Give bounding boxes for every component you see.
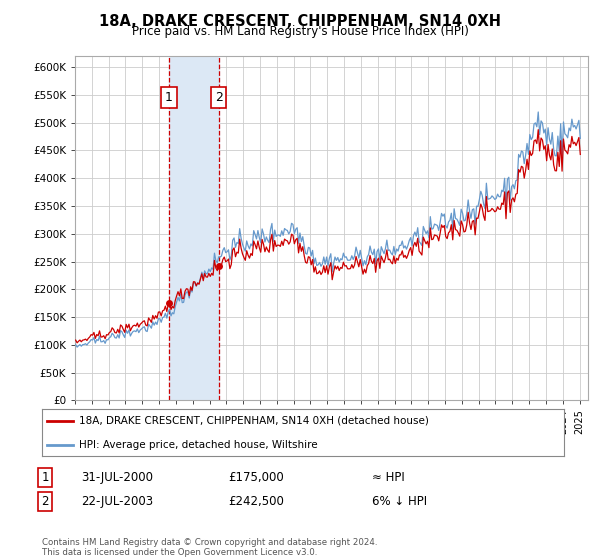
Text: 22-JUL-2003: 22-JUL-2003 [81, 494, 153, 508]
Text: £175,000: £175,000 [228, 470, 284, 484]
Text: ≈ HPI: ≈ HPI [372, 470, 405, 484]
Text: 2: 2 [215, 91, 223, 104]
Text: Contains HM Land Registry data © Crown copyright and database right 2024.
This d: Contains HM Land Registry data © Crown c… [42, 538, 377, 557]
Text: £242,500: £242,500 [228, 494, 284, 508]
Text: 31-JUL-2000: 31-JUL-2000 [81, 470, 153, 484]
Text: 18A, DRAKE CRESCENT, CHIPPENHAM, SN14 0XH (detached house): 18A, DRAKE CRESCENT, CHIPPENHAM, SN14 0X… [79, 416, 428, 426]
Text: HPI: Average price, detached house, Wiltshire: HPI: Average price, detached house, Wilt… [79, 440, 317, 450]
Bar [169, 56, 219, 400]
Text: 6% ↓ HPI: 6% ↓ HPI [372, 494, 427, 508]
Text: 1: 1 [165, 91, 173, 104]
Text: 2: 2 [41, 494, 49, 508]
Text: 18A, DRAKE CRESCENT, CHIPPENHAM, SN14 0XH: 18A, DRAKE CRESCENT, CHIPPENHAM, SN14 0X… [99, 14, 501, 29]
Text: 1: 1 [41, 470, 49, 484]
Text: Price paid vs. HM Land Registry's House Price Index (HPI): Price paid vs. HM Land Registry's House … [131, 25, 469, 38]
